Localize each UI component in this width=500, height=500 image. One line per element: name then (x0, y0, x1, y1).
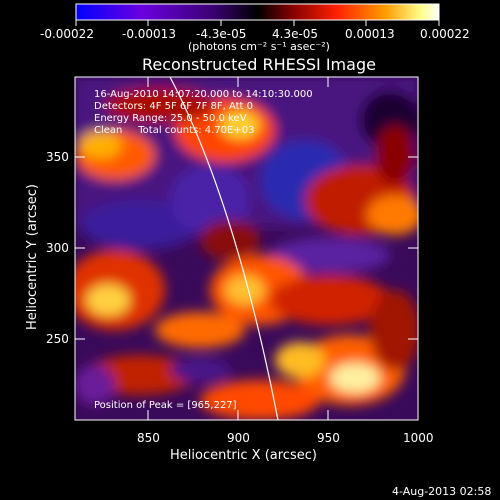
info-line: 16-Aug-2010 14:07:20.000 to 14:10:30.000 (94, 89, 313, 100)
x-tick-label: 950 (317, 431, 340, 445)
y-tick-label: 300 (46, 241, 69, 255)
info-line: Detectors: 4F 5F 6F 7F 8F, Att 0 (94, 101, 253, 112)
colorbar-tick: 4.3e-05 (272, 27, 318, 41)
info-line: Clean Total counts: 4.70E+03 (94, 125, 254, 136)
x-tick-label: 850 (137, 431, 160, 445)
solar-limb-curve (169, 77, 279, 420)
info-line: Energy Range: 25.0 - 50.0 keV (94, 113, 247, 124)
colorbar: -0.00022 -0.00013 -4.3e-05 4.3e-05 0.000… (40, 3, 470, 53)
colorbar-units: (photons cm⁻² s⁻¹ asec⁻²) (188, 40, 330, 53)
x-tick-label: 1000 (403, 431, 434, 445)
y-axis-ticks (75, 156, 418, 340)
image-panel (75, 77, 418, 420)
colorbar-tick: -4.3e-05 (196, 27, 246, 41)
y-axis-label: Heliocentric Y (arcsec) (25, 184, 40, 330)
colorbar-gradient (75, 3, 440, 21)
peak-position-label: Position of Peak = [965,227] (94, 400, 237, 411)
colorbar-tick: -0.00013 (122, 27, 176, 41)
generation-timestamp: 4-Aug-2013 02:58 (392, 485, 491, 498)
plot-title: Reconstructed RHESSI Image (142, 55, 376, 74)
y-tick-label: 350 (46, 150, 69, 164)
x-tick-label: 900 (227, 431, 250, 445)
x-axis-label: Heliocentric X (arcsec) (170, 448, 317, 463)
x-axis-ticks (147, 77, 419, 420)
colorbar-tick: -0.00022 (40, 27, 94, 41)
info-overlay: 16-Aug-2010 14:07:20.000 to 14:10:30.000… (94, 89, 313, 136)
y-tick-label: 250 (46, 332, 69, 346)
colorbar-tick: 0.00022 (420, 27, 470, 41)
colorbar-tick: 0.00013 (345, 27, 395, 41)
